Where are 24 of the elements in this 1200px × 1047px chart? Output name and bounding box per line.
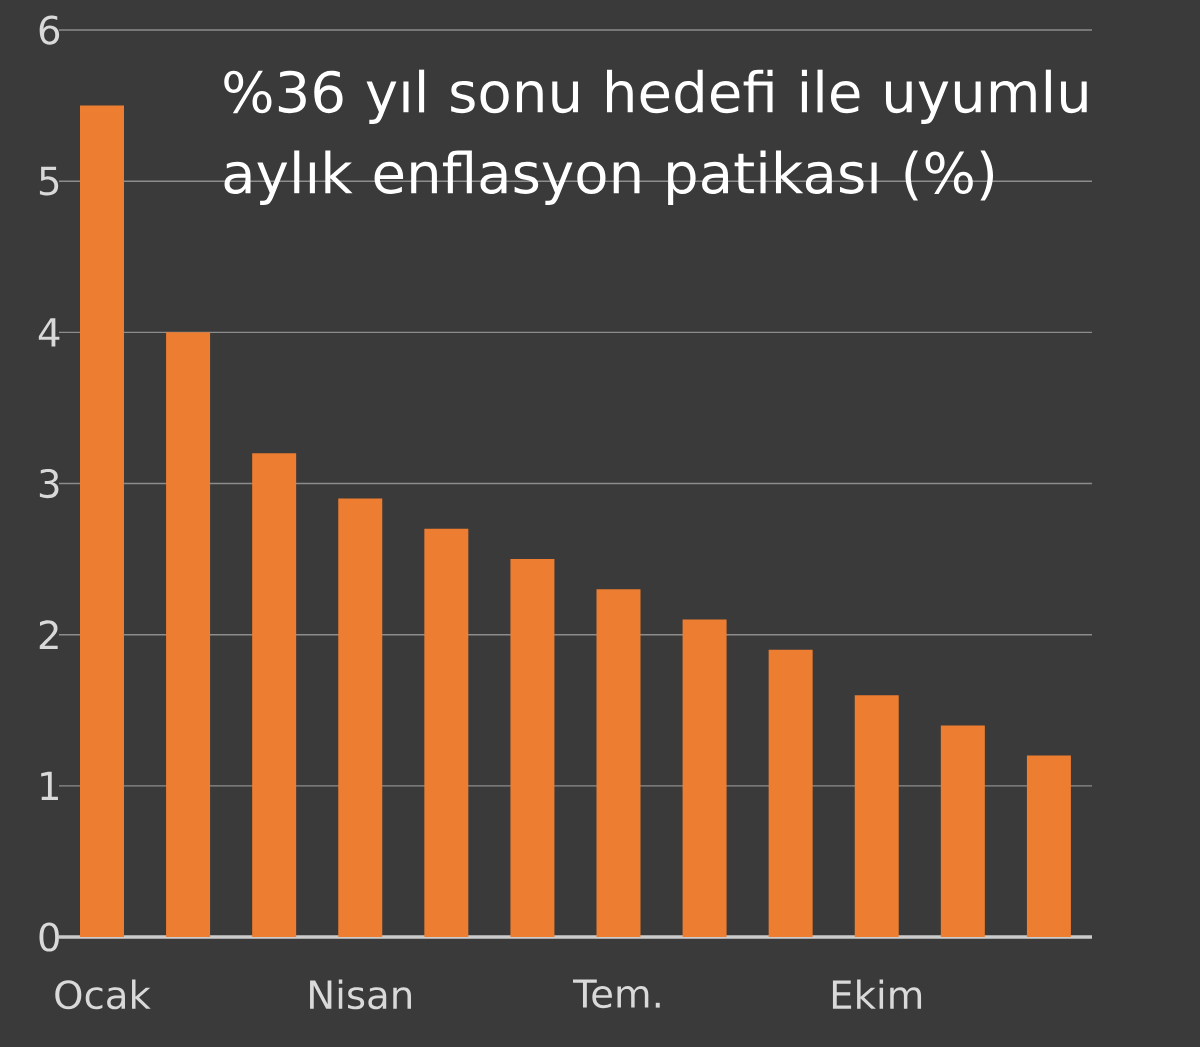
y-tick-label: 3 bbox=[39, 468, 59, 499]
y-tick-label: 5 bbox=[39, 166, 59, 196]
bar bbox=[1026, 755, 1071, 937]
bar bbox=[768, 649, 813, 937]
text: %36 yıl sonu hedefi ile uyumlu aylık enflasyon patikası (%) bbox=[224, 69, 1087, 205]
y-tick-label: 4 bbox=[38, 318, 60, 347]
y-tick-label: 1 bbox=[41, 771, 58, 800]
y-tick-label: 2 bbox=[39, 620, 58, 650]
bar bbox=[596, 589, 641, 937]
bar bbox=[166, 332, 211, 937]
x-tick-label: Ekim bbox=[832, 979, 922, 1009]
x-tick-label: Nisan bbox=[310, 979, 411, 1010]
bar bbox=[252, 453, 297, 937]
y-tick-label: 0 bbox=[39, 922, 59, 952]
bar bbox=[940, 725, 985, 937]
y-tick-label: 6 bbox=[39, 15, 60, 45]
bar bbox=[510, 559, 555, 937]
x-tick-label: Tem. bbox=[573, 979, 660, 1009]
x-tick-label: Ocak bbox=[55, 979, 151, 1010]
bar bbox=[338, 498, 383, 937]
bar bbox=[424, 528, 469, 937]
bar bbox=[80, 105, 124, 937]
bar bbox=[682, 619, 727, 937]
bar bbox=[854, 695, 899, 937]
